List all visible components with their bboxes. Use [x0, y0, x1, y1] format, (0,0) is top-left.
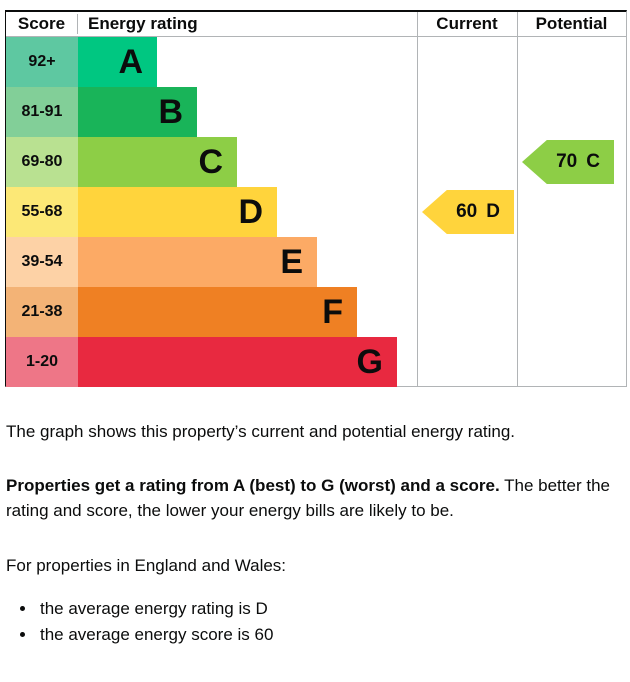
band-row-f: 21-38 F: [6, 287, 626, 337]
band-d-letter: D: [238, 193, 263, 231]
band-e-letter: E: [280, 243, 303, 281]
region-intro-text: For properties in England and Wales:: [6, 556, 287, 575]
chart-description: The graph shows this property’s current …: [6, 419, 624, 647]
current-rating-score: 60: [456, 201, 478, 222]
potential-column-header: Potential: [535, 14, 608, 33]
band-row-c: 69-80 C: [6, 137, 626, 187]
current-rating-band: D: [486, 201, 500, 222]
potential-rating-score: 70: [556, 151, 578, 172]
band-g-bar: G: [78, 337, 397, 387]
current-column-header: Current: [436, 14, 498, 33]
band-b-score-range: 81-91: [6, 87, 78, 137]
rating-explanation-bold: Properties get a rating from A (best) to…: [6, 476, 500, 495]
epc-rating-chart: Score Energy rating Current Potential 92…: [5, 10, 627, 387]
band-c-letter: C: [198, 143, 223, 181]
potential-rating-band: C: [586, 151, 600, 172]
band-d-bar: D: [78, 187, 277, 237]
band-row-a: 92+ A: [6, 37, 626, 87]
band-a-bar: A: [78, 37, 157, 87]
band-c-score-range: 69-80: [6, 137, 78, 187]
energy-rating-column-header: Energy rating: [88, 14, 198, 33]
average-score-item: the average energy score is 60: [37, 622, 624, 647]
average-stats-list: the average energy rating is D the avera…: [6, 596, 624, 647]
band-f-bar: F: [78, 287, 357, 337]
band-c-bar: C: [78, 137, 237, 187]
band-a-letter: A: [118, 43, 143, 81]
band-g-score-range: 1-20: [6, 337, 78, 387]
potential-column-divider: [517, 12, 518, 386]
band-e-bar: E: [78, 237, 317, 287]
graph-intro-text: The graph shows this property’s current …: [6, 422, 516, 441]
band-b-bar: B: [78, 87, 197, 137]
band-g-letter: G: [356, 343, 383, 381]
chart-header-row: Score Energy rating Current Potential: [6, 12, 626, 37]
average-rating-item: the average energy rating is D: [37, 596, 624, 621]
band-row-g: 1-20 G: [6, 337, 626, 387]
band-row-b: 81-91 B: [6, 87, 626, 137]
rating-explanation-text: Properties get a rating from A (best) to…: [6, 473, 624, 523]
band-e-score-range: 39-54: [6, 237, 78, 287]
band-d-score-range: 55-68: [6, 187, 78, 237]
score-column-header: Score: [6, 14, 78, 34]
band-f-letter: F: [322, 293, 343, 331]
band-a-score-range: 92+: [6, 37, 78, 87]
band-row-e: 39-54 E: [6, 237, 626, 287]
current-column-divider: [417, 12, 418, 386]
band-f-score-range: 21-38: [6, 287, 78, 337]
band-row-d: 55-68 D: [6, 187, 626, 237]
band-b-letter: B: [158, 93, 183, 131]
rating-explanation-rest: The better the rating and score, the low…: [6, 476, 610, 520]
